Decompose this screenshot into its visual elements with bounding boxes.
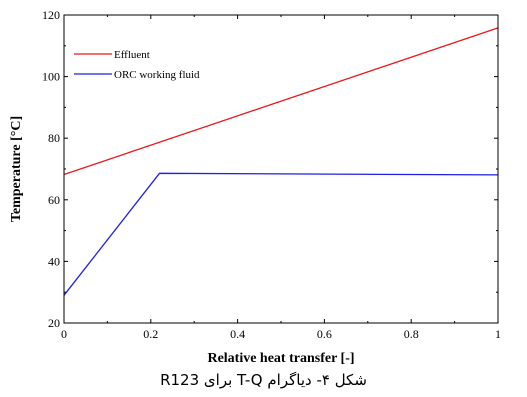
y-axis-title: Temperature [°C] [9,116,24,222]
x-tick-label: 0.8 [404,327,419,341]
x-tick-label: 0 [61,327,67,341]
legend-label-1: ORC working fluid [114,69,200,81]
y-tick-label: 60 [48,193,60,207]
x-tick-label: 0.2 [143,327,158,341]
y-tick-label: 40 [48,254,60,268]
x-tick-label: 1 [495,327,501,341]
series-line-1 [63,172,499,296]
legend-label-0: Effluent [114,49,150,61]
y-tick-label: 20 [48,316,60,330]
x-tick-label: 0.4 [230,327,245,341]
figure-caption: شکل ۴- دیاگرام T-Q برای R123 [160,371,367,389]
series-line-0 [63,27,499,176]
legend: Effluent ORC working fluid [74,49,200,81]
plot-frame [63,14,499,324]
y-tick-label: 120 [42,8,60,22]
series-layer [63,27,499,296]
x-tick-label: 0.6 [317,327,332,341]
y-tick-label: 80 [48,131,60,145]
y-tick-label: 100 [42,70,60,84]
x-axis-title: Relative heat transfer [-] [207,351,354,366]
